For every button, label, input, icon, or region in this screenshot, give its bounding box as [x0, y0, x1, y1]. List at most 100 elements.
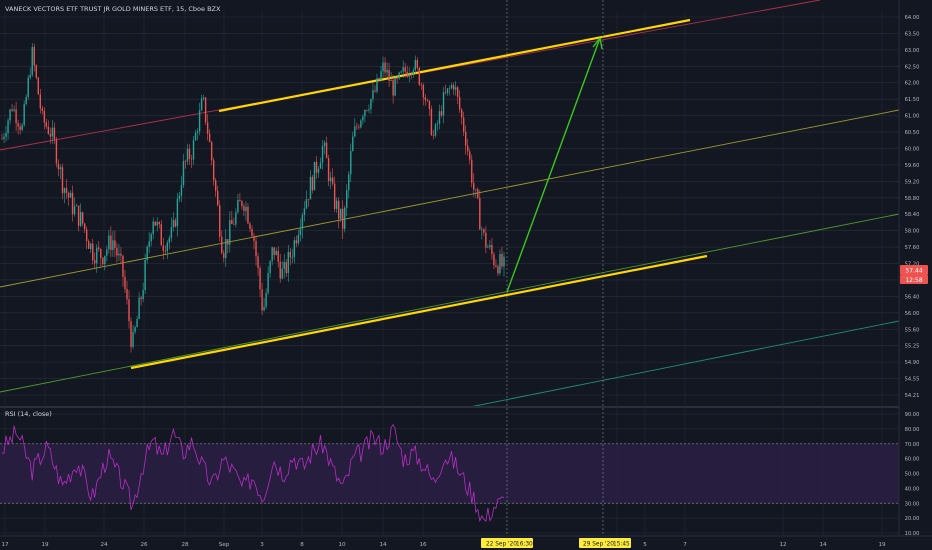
candle-body: [386, 69, 388, 73]
candle-body: [188, 148, 191, 159]
candle-body: [402, 67, 404, 72]
candle-body: [253, 236, 255, 241]
candle-body: [358, 126, 360, 128]
candle-body: [485, 232, 487, 248]
price-tick-label: 58.00: [905, 229, 920, 235]
candle-body: [7, 120, 9, 134]
candle-body: [210, 141, 213, 161]
candle-body: [33, 47, 35, 66]
candle-body: [454, 87, 457, 90]
price-tick-label: 60.00: [905, 146, 920, 152]
price-tick-label: 55.25: [905, 344, 920, 350]
candle-body: [305, 199, 308, 209]
candle-body: [17, 123, 19, 127]
candle-body: [370, 99, 372, 110]
candle-body: [360, 120, 362, 128]
candle-body: [206, 122, 209, 134]
drawing-tools[interactable]: [0, 0, 900, 408]
rsi-series: [2, 423, 505, 523]
candle-body: [380, 71, 382, 80]
candle-body: [333, 183, 336, 209]
candle-body: [329, 177, 332, 182]
time-tick-label: 28: [181, 542, 189, 548]
candle-body: [217, 190, 219, 206]
candle-body: [491, 245, 493, 255]
candle-body: [335, 200, 338, 209]
price-tick-label: 59.60: [905, 163, 920, 169]
candle-body: [267, 273, 269, 293]
candle-body: [285, 262, 287, 273]
candle-body: [106, 249, 108, 256]
candle-body: [301, 214, 304, 229]
candle-body: [94, 260, 96, 264]
candle-body: [422, 85, 425, 98]
candle-body: [5, 133, 7, 137]
last-price-text: 57.44: [905, 268, 922, 275]
candle-body: [154, 221, 156, 226]
candle-body: [87, 241, 90, 249]
candle-body: [170, 227, 173, 238]
rsi-tick-label: 70.00: [905, 442, 920, 448]
candle-body: [497, 266, 499, 274]
cursor-time-text: 16:30: [516, 542, 533, 548]
candle-body: [25, 96, 27, 105]
candle-body: [150, 233, 152, 242]
candle-body: [132, 331, 134, 348]
candle-body: [96, 247, 98, 264]
candle-body: [368, 109, 370, 111]
candle-body: [1, 138, 3, 140]
candle-body: [45, 122, 48, 127]
candle-body: [384, 62, 386, 73]
candle-body: [372, 90, 374, 100]
candle-body: [483, 229, 485, 233]
candle-body: [350, 151, 352, 175]
candle-body: [128, 299, 130, 322]
candle-body: [27, 77, 29, 97]
candle-body: [460, 109, 463, 118]
candle-body: [313, 161, 316, 191]
candle-body: [390, 79, 392, 81]
candle-body: [243, 206, 245, 211]
candle-body: [235, 212, 237, 225]
time-axis[interactable]: [0, 536, 932, 550]
candle-body: [158, 222, 160, 225]
candle-body: [35, 65, 37, 78]
candle-body: [406, 71, 408, 77]
candle-body: [156, 222, 158, 226]
rsi-axis-ticks: 90.00 80.00 70.00 60.00 50.00 40.00 30.00 20.00…: [905, 412, 920, 537]
candle-body: [182, 160, 185, 186]
time-tick-label: 17: [1, 542, 9, 548]
candle-body: [239, 200, 241, 202]
candle-body: [467, 145, 469, 152]
time-tick-label: 14: [379, 542, 387, 548]
candle-body: [219, 205, 221, 237]
candle-body: [412, 70, 414, 75]
candle-body: [49, 133, 52, 137]
candle-body: [430, 108, 433, 136]
candle-body: [90, 243, 92, 249]
candle-body: [202, 97, 205, 99]
candle-body: [259, 268, 261, 290]
candle-body: [481, 229, 483, 230]
candle-body: [148, 241, 150, 247]
candle-body: [489, 245, 491, 248]
candle-body: [21, 125, 23, 130]
price-tick-label: 63.50: [905, 31, 920, 37]
candle-body: [164, 250, 167, 252]
price-tick-label: 61.50: [905, 97, 920, 103]
candle-body: [315, 161, 318, 173]
price-tick-label: 63.00: [905, 48, 920, 54]
time-tick-label: 10: [338, 542, 346, 548]
price-tick-label: 54.90: [905, 360, 920, 366]
candle-body: [77, 205, 80, 226]
candle-body: [366, 110, 368, 111]
price-tick-label: 58.40: [905, 212, 920, 218]
candle-body: [473, 182, 475, 190]
price-tick-label: 56.40: [905, 294, 920, 300]
candle-body: [416, 60, 419, 68]
candle-body: [464, 131, 467, 146]
candle-body: [231, 220, 233, 224]
candle-body: [142, 290, 144, 299]
candle-body: [388, 69, 390, 81]
